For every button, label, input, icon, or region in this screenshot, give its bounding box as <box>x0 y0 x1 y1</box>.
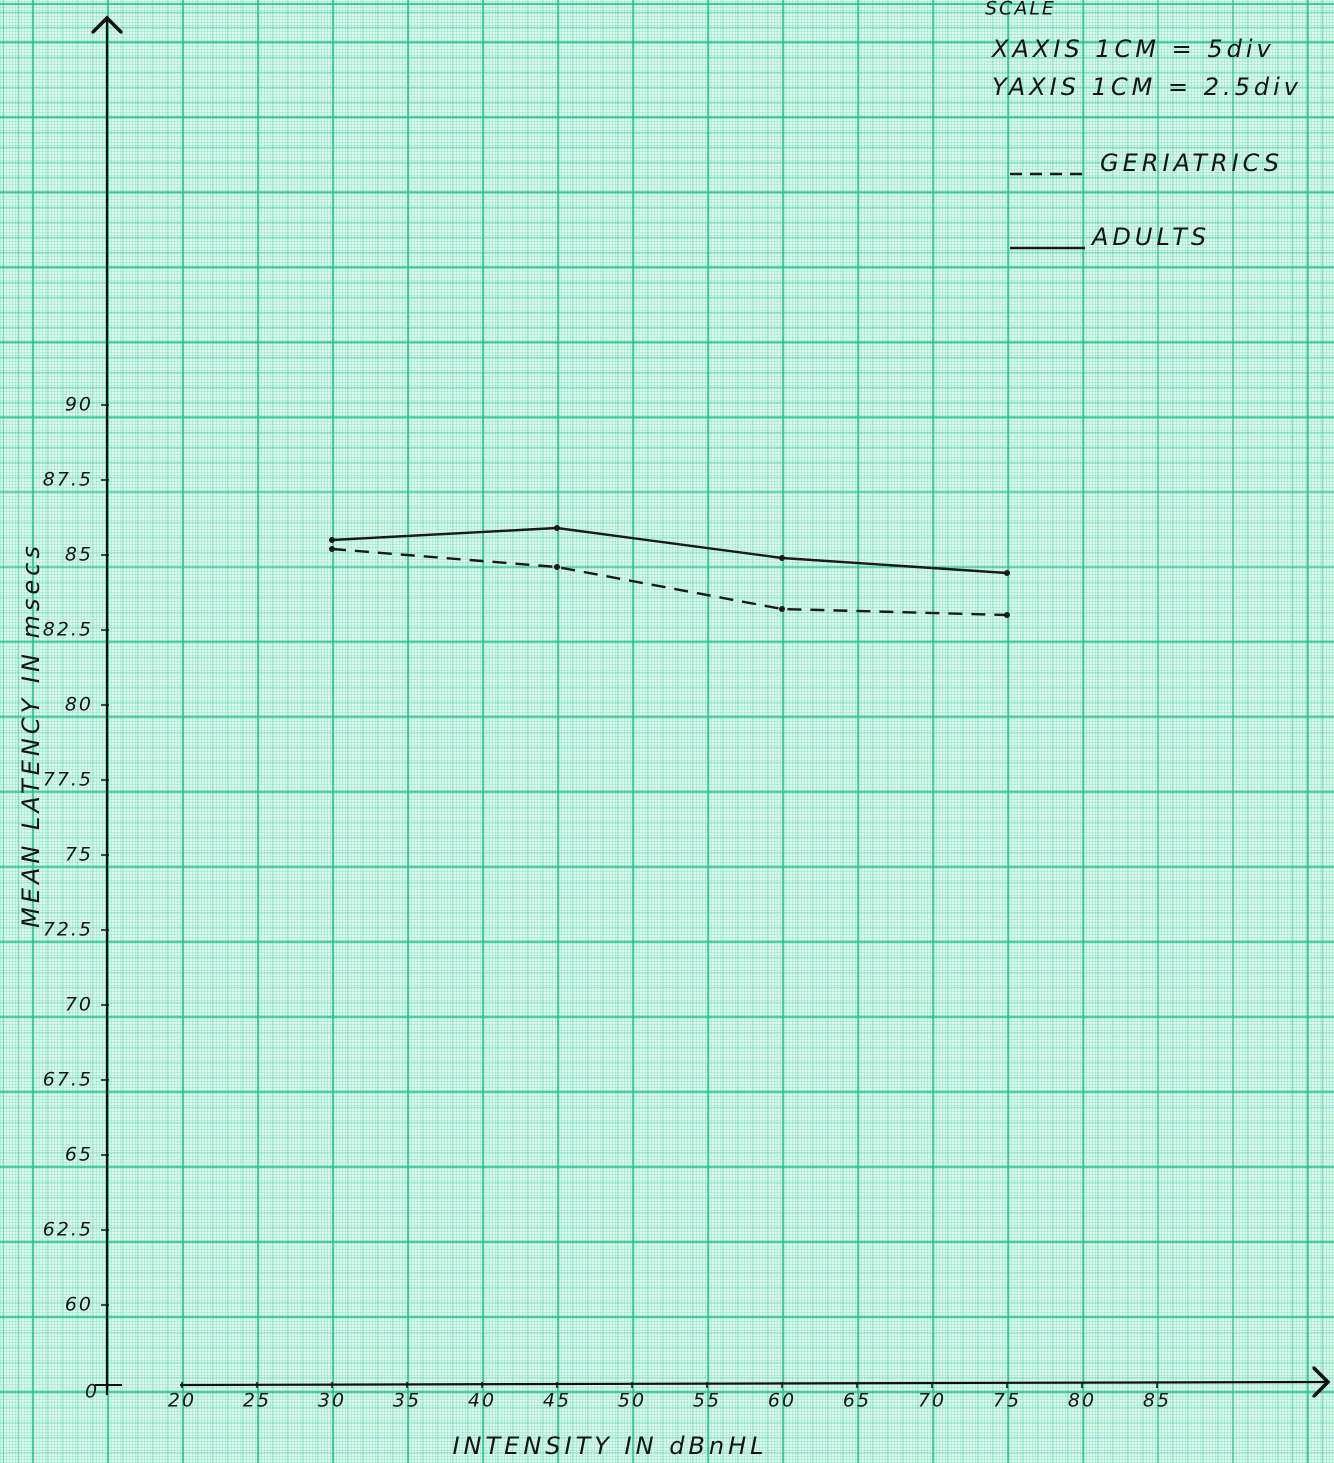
x-tick-label: 45 <box>543 1390 571 1412</box>
x-tick-label: 85 <box>1143 1390 1171 1412</box>
scale-line: XAXIS 1CM = 5div <box>990 35 1275 63</box>
y-tick-label: 90 <box>65 394 93 416</box>
scale-line: YAXIS 1CM = 2.5div <box>992 73 1302 101</box>
chart: 0 INTENSITY IN dBnHL MEAN LATENCY IN mse… <box>0 0 1334 1463</box>
x-axis-title: INTENSITY IN dBnHL <box>452 1432 767 1460</box>
series-line <box>332 528 1007 573</box>
series-line <box>332 549 1007 615</box>
data-point <box>554 564 560 570</box>
x-tick-label: 40 <box>468 1390 496 1412</box>
x-tick-label: 60 <box>768 1390 796 1412</box>
origin-label: 0 <box>85 1381 99 1403</box>
data-point <box>329 537 335 543</box>
y-tick-label: 85 <box>65 544 93 566</box>
x-tick-label: 65 <box>843 1390 871 1412</box>
y-tick-label: 77.5 <box>43 769 93 791</box>
y-tick-label: 75 <box>65 844 93 866</box>
x-tick-label: 35 <box>393 1390 421 1412</box>
x-tick-label: 80 <box>1068 1390 1096 1412</box>
x-tick-label: 70 <box>918 1390 946 1412</box>
data-point <box>779 606 785 612</box>
y-tick-label: 72.5 <box>43 919 93 941</box>
y-tick-label: 82.5 <box>43 619 93 641</box>
y-axis-title: MEAN LATENCY IN msecs <box>17 542 45 928</box>
scale-title: SCALE <box>985 0 1056 20</box>
x-axis <box>180 1382 1328 1385</box>
data-point <box>554 525 560 531</box>
legend-label: GERIATRICS <box>1100 149 1283 177</box>
data-point <box>1004 570 1010 576</box>
y-tick-label: 70 <box>65 994 93 1016</box>
x-tick-label: 75 <box>993 1390 1021 1412</box>
y-tick-label: 80 <box>65 694 93 716</box>
page: 0 INTENSITY IN dBnHL MEAN LATENCY IN mse… <box>0 0 1334 1463</box>
y-tick-label: 62.5 <box>43 1219 93 1241</box>
x-tick-label: 30 <box>318 1390 346 1412</box>
y-tick-label: 67.5 <box>43 1069 93 1091</box>
x-tick-label: 55 <box>693 1390 721 1412</box>
data-point <box>779 555 785 561</box>
data-point <box>329 546 335 552</box>
y-tick-label: 60 <box>65 1294 93 1316</box>
x-tick-label: 20 <box>168 1390 196 1412</box>
x-tick-label: 50 <box>618 1390 646 1412</box>
y-tick-label: 87.5 <box>43 469 93 491</box>
x-tick-label: 25 <box>243 1390 271 1412</box>
legend-label: ADULTS <box>1090 223 1210 251</box>
data-point <box>1004 612 1010 618</box>
y-tick-label: 65 <box>65 1144 93 1166</box>
